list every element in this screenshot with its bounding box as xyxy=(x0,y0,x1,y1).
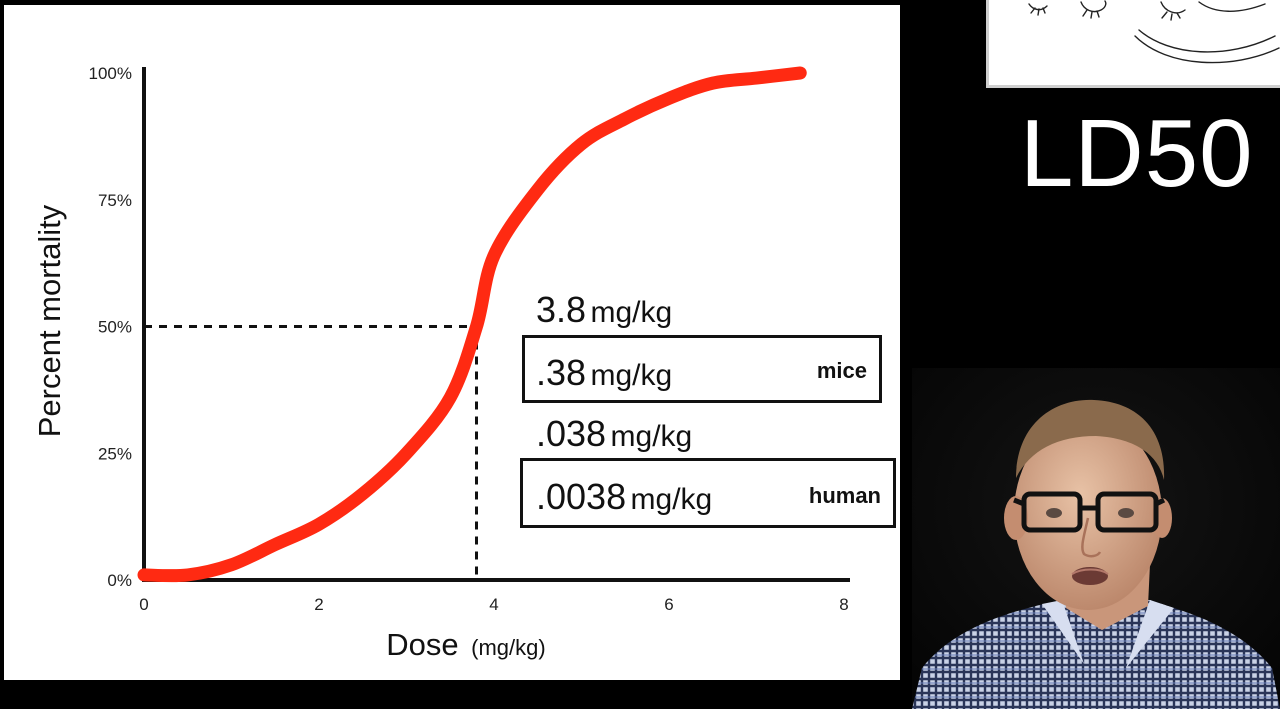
dose-value: .038 xyxy=(536,413,607,454)
x-axis-title-main: Dose xyxy=(386,627,458,662)
presenter-video xyxy=(912,368,1280,709)
presenter-avatar-icon xyxy=(912,368,1280,709)
x-tick-label: 2 xyxy=(314,595,323,614)
dose-value: .38 xyxy=(536,352,587,393)
dose-value-row: .0038 mg/kg xyxy=(536,476,712,518)
ld50-chart: 0% 25% 50% 75% 100% 0 2 4 6 8 Percent mortality D… xyxy=(32,64,850,662)
x-tick-label: 8 xyxy=(839,595,848,614)
y-tick-label: 25% xyxy=(98,444,132,463)
mouse-drawing-icon xyxy=(1028,0,1280,64)
y-tick-label: 100% xyxy=(89,64,132,83)
dose-unit: mg/kg xyxy=(610,420,693,453)
slide-title: LD50 xyxy=(1020,100,1254,207)
y-tick-label: 50% xyxy=(98,318,132,337)
dose-value-row: 3.8 mg/kg xyxy=(536,289,672,331)
dose-unit: mg/kg xyxy=(590,296,673,329)
dose-box-mice: .38 mg/kg mice xyxy=(522,335,882,403)
y-tick-label: 75% xyxy=(98,191,132,210)
species-label-human: human xyxy=(808,483,881,508)
x-axis-title: Dose (mg/kg) xyxy=(386,627,545,662)
mouse-illustration xyxy=(986,0,1280,88)
species-label-mice: mice xyxy=(816,358,867,383)
chart-slide: 0% 25% 50% 75% 100% 0 2 4 6 8 Percent mortality D… xyxy=(4,5,900,680)
x-tick-label: 4 xyxy=(489,595,498,614)
x-tick-label: 6 xyxy=(664,595,673,614)
x-axis-title-unit: (mg/kg) xyxy=(471,635,546,660)
dose-value: 3.8 xyxy=(536,289,587,330)
dose-unit: mg/kg xyxy=(590,359,673,392)
y-axis-title: Percent mortality xyxy=(32,204,67,437)
dose-value-row: .038 mg/kg xyxy=(536,413,692,455)
y-tick-label: 0% xyxy=(107,571,132,590)
dose-unit: mg/kg xyxy=(630,483,713,516)
dose-value-row: .38 mg/kg xyxy=(536,352,672,394)
dose-box-human: .0038 mg/kg human xyxy=(520,458,896,528)
x-tick-label: 0 xyxy=(139,595,148,614)
dose-value: .0038 xyxy=(536,476,627,517)
mortality-curve xyxy=(137,66,807,583)
